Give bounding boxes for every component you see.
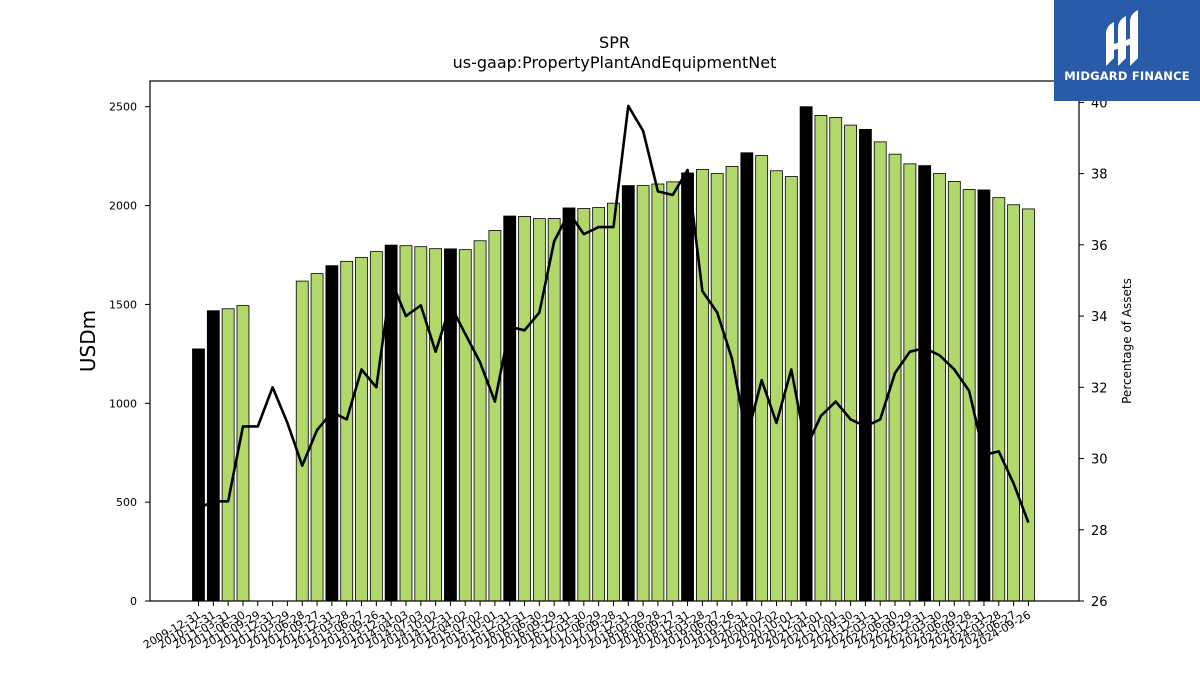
- bar: [651, 183, 665, 602]
- y2-tick-label: 26: [1091, 595, 1108, 610]
- midgard-finance-logo: MIDGARD FINANCE: [1054, 0, 1200, 101]
- bar: [799, 106, 813, 602]
- y2-tick-label: 36: [1091, 239, 1108, 254]
- y-axis-label: USDm: [76, 310, 100, 372]
- bar: [562, 207, 576, 602]
- bar: [695, 168, 709, 602]
- y2-tick-label: 28: [1091, 524, 1108, 539]
- bar: [873, 141, 887, 602]
- bar: [814, 115, 828, 602]
- bar: [369, 251, 383, 602]
- chart-title: SPR: [599, 33, 630, 52]
- bar: [992, 197, 1006, 602]
- bar: [458, 249, 472, 602]
- bar: [681, 172, 694, 602]
- bar: [666, 181, 680, 602]
- bar: [903, 163, 917, 602]
- bar: [607, 202, 620, 602]
- y2-tick-label: 34: [1091, 310, 1108, 325]
- bar: [755, 155, 769, 602]
- bar: [325, 265, 339, 602]
- y2-axis-label: Percentage of Assets: [1120, 278, 1134, 404]
- bar: [355, 257, 368, 602]
- chart-subtitle: us-gaap:PropertyPlantAndEquipmentNet: [453, 53, 777, 72]
- bar: [933, 173, 946, 602]
- y-tick-label: 1500: [109, 298, 137, 311]
- bar: [444, 248, 457, 602]
- midgard-logo-icon: [1106, 10, 1138, 66]
- bar: [192, 348, 205, 602]
- bar: [518, 216, 531, 602]
- bar: [1022, 208, 1035, 602]
- left-y-axis: 0 500 1000 1500 2000 2500: [109, 101, 150, 608]
- bar: [206, 310, 220, 602]
- bar: [547, 218, 561, 602]
- bar: [592, 207, 606, 602]
- bar: [947, 181, 961, 602]
- y2-tick-label: 30: [1091, 453, 1108, 468]
- y-tick-label: 2500: [109, 101, 137, 114]
- bar: [488, 230, 502, 602]
- bar: [636, 185, 650, 602]
- y-tick-label: 1000: [109, 397, 137, 410]
- bar: [621, 185, 635, 602]
- bar: [429, 248, 443, 602]
- y-tick-label: 0: [130, 595, 137, 608]
- x-axis: 2009-12-312010-12-312011-03-312011-06-30…: [141, 601, 1033, 652]
- y2-tick-label: 32: [1091, 381, 1108, 396]
- percentage-line: [197, 104, 1030, 524]
- bar: [399, 245, 413, 602]
- bar: [295, 280, 309, 602]
- bar: [1007, 204, 1020, 602]
- bar: [859, 129, 872, 602]
- bar: [740, 152, 754, 602]
- bar: [384, 244, 398, 602]
- bar: [977, 189, 991, 602]
- logo-text: MIDGARD FINANCE: [1064, 69, 1190, 83]
- bar: [829, 116, 843, 602]
- bar: [221, 308, 235, 602]
- bar: [473, 240, 487, 602]
- bar: [503, 215, 517, 602]
- plot-frame: [149, 80, 1080, 602]
- bar: [710, 173, 724, 602]
- bar: [532, 218, 546, 602]
- bar: [414, 246, 428, 602]
- y2-tick-label: 38: [1091, 168, 1108, 183]
- bar: [844, 124, 857, 602]
- bar: [770, 170, 783, 602]
- y-tick-label: 2000: [109, 200, 137, 213]
- y-tick-label: 500: [116, 496, 137, 509]
- bar: [888, 153, 902, 602]
- bar: [577, 208, 591, 602]
- bar: [918, 165, 932, 602]
- bar: [340, 260, 354, 602]
